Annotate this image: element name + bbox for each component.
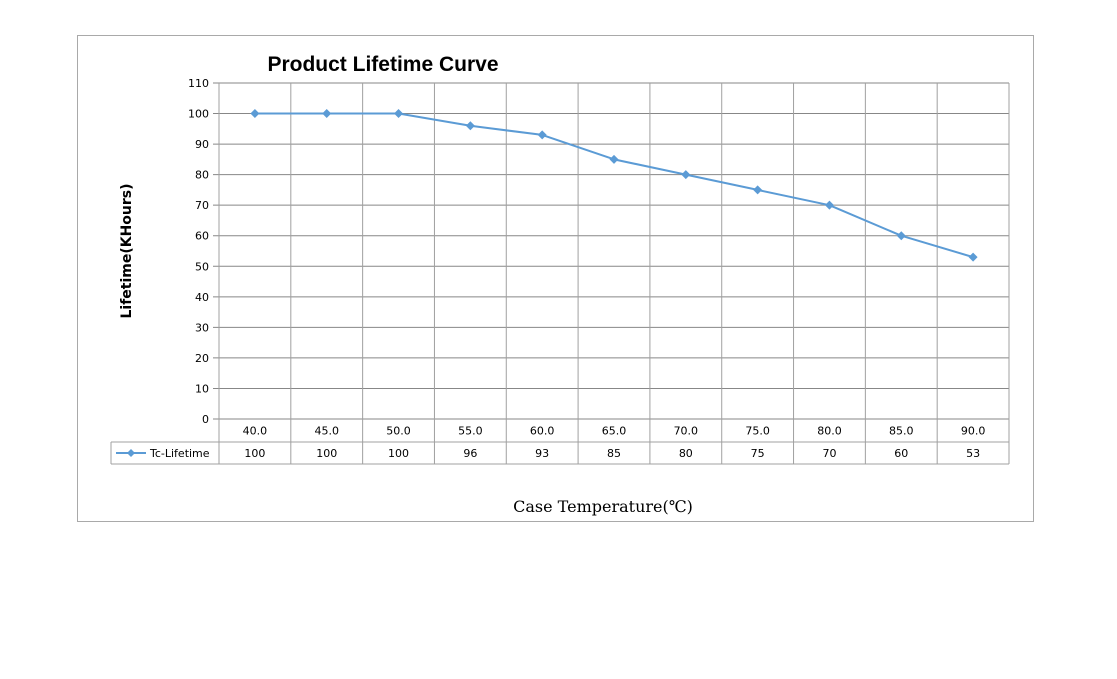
- data-point: [394, 109, 404, 119]
- data-table-value: 60: [894, 447, 908, 460]
- x-category-label: 80.0: [817, 425, 842, 438]
- data-table-value: 100: [244, 447, 265, 460]
- data-point: [681, 170, 691, 180]
- data-point: [968, 252, 978, 262]
- data-table-value: 75: [751, 447, 765, 460]
- y-tick-label: 0: [202, 413, 209, 426]
- x-category-label: 50.0: [386, 425, 411, 438]
- data-table-value: 93: [535, 447, 549, 460]
- chart-frame: [77, 35, 1034, 522]
- y-tick-label: 50: [195, 260, 209, 273]
- x-category-label: 75.0: [745, 425, 770, 438]
- gridlines: 0 10 20 30 40 50 60 70 80 90 100 110: [188, 77, 1010, 464]
- y-tick-label: 110: [188, 77, 209, 90]
- y-tick-label: 10: [195, 382, 209, 395]
- y-tick-label: 80: [195, 169, 209, 182]
- data-table-value: 53: [966, 447, 980, 460]
- data-point: [609, 154, 619, 164]
- x-category-label: 55.0: [458, 425, 483, 438]
- y-tick-label: 90: [195, 138, 209, 151]
- legend-label: Tc-Lifetime: [149, 447, 210, 460]
- data-table-value: 100: [388, 447, 409, 460]
- data-table-value: 100: [316, 447, 337, 460]
- y-tick-label: 40: [195, 291, 209, 304]
- data-table-value: 85: [607, 447, 621, 460]
- x-category-label: 90.0: [961, 425, 986, 438]
- data-table-value: 80: [679, 447, 693, 460]
- data-point: [896, 231, 906, 241]
- y-tick-label: 70: [195, 199, 209, 212]
- chart-title: Product Lifetime Curve: [267, 53, 498, 76]
- data-point: [753, 185, 763, 195]
- x-category-label: 45.0: [314, 425, 339, 438]
- legend-marker: [127, 449, 135, 457]
- data-point: [824, 200, 834, 210]
- x-category-label: 60.0: [530, 425, 555, 438]
- x-category-label: 70.0: [674, 425, 699, 438]
- data-table-value: 70: [822, 447, 836, 460]
- data-table-value: 96: [463, 447, 477, 460]
- y-tick-label: 60: [195, 230, 209, 243]
- data-table: 40.0 45.0 50.0 55.0 60.0 65.0 70.0 75.0 80.0 85.0…: [110, 425, 1009, 465]
- x-category-label: 65.0: [602, 425, 627, 438]
- data-point: [250, 109, 260, 119]
- y-tick-label: 100: [188, 108, 209, 121]
- x-category-label: 40.0: [243, 425, 268, 438]
- data-point: [322, 109, 332, 119]
- data-point: [465, 121, 475, 131]
- series-tc-lifetime: [250, 109, 978, 262]
- x-category-label: 85.0: [889, 425, 914, 438]
- x-axis-label: Case Temperature(℃): [513, 497, 693, 516]
- data-point: [537, 130, 547, 140]
- y-tick-label: 30: [195, 321, 209, 334]
- y-tick-label: 20: [195, 352, 209, 365]
- y-axis-label: Lifetime(KHours): [119, 183, 135, 318]
